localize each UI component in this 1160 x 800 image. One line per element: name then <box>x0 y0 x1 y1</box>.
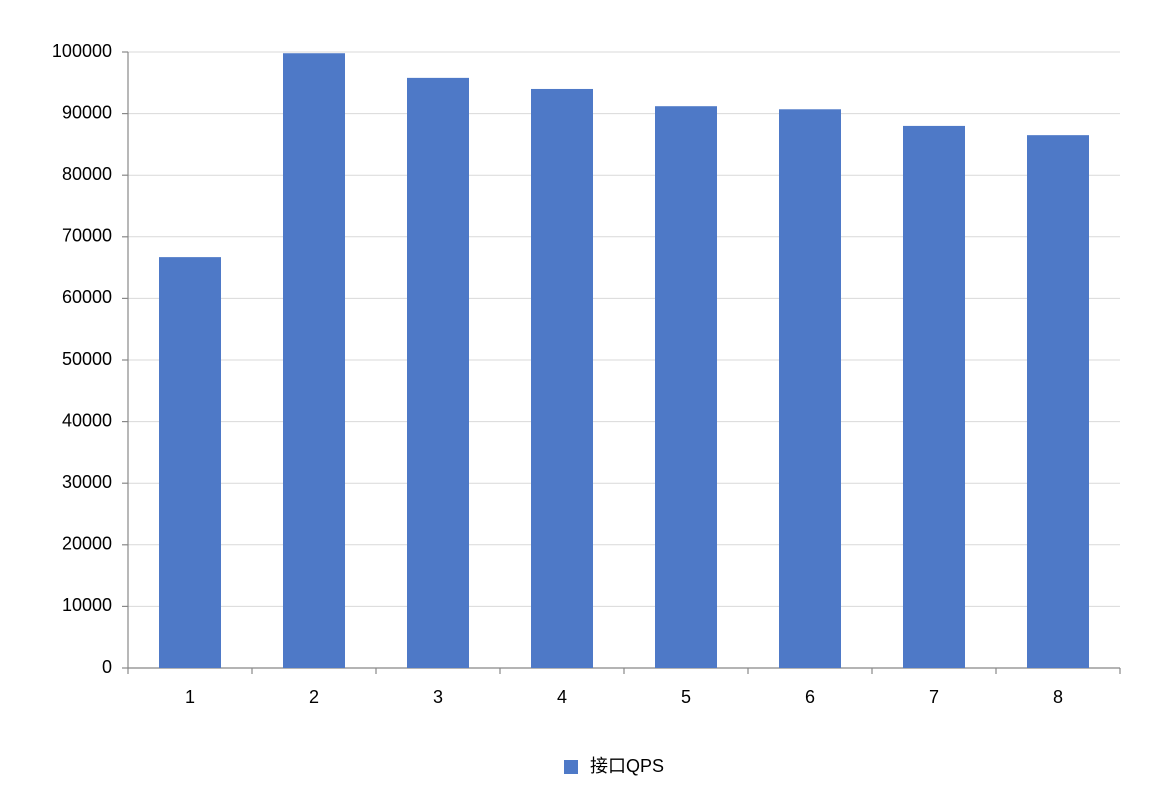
bar <box>1027 135 1089 668</box>
y-tick-label: 10000 <box>62 595 112 615</box>
x-tick-label: 2 <box>309 687 319 707</box>
bar <box>159 257 221 668</box>
y-tick-label: 20000 <box>62 534 112 554</box>
legend-label: 接口QPS <box>590 756 664 776</box>
bar <box>283 53 345 669</box>
bar <box>531 88 593 668</box>
x-tick-label: 7 <box>929 687 939 707</box>
y-tick-label: 70000 <box>62 226 112 246</box>
x-tick-label: 4 <box>557 687 567 707</box>
y-tick-label: 40000 <box>62 410 112 430</box>
y-tick-label: 100000 <box>52 41 112 61</box>
x-tick-label: 8 <box>1053 687 1063 707</box>
y-tick-label: 50000 <box>62 349 112 369</box>
y-tick-label: 60000 <box>62 287 112 307</box>
y-tick-label: 80000 <box>62 164 112 184</box>
bar <box>779 109 841 668</box>
x-tick-label: 3 <box>433 687 443 707</box>
y-tick-label: 0 <box>102 657 112 677</box>
legend-swatch <box>564 760 578 774</box>
y-tick-label: 30000 <box>62 472 112 492</box>
bar <box>655 106 717 668</box>
x-tick-label: 1 <box>185 687 195 707</box>
bar <box>407 77 469 668</box>
x-tick-label: 5 <box>681 687 691 707</box>
y-tick-label: 90000 <box>62 102 112 122</box>
x-tick-label: 6 <box>805 687 815 707</box>
bar <box>903 125 965 669</box>
